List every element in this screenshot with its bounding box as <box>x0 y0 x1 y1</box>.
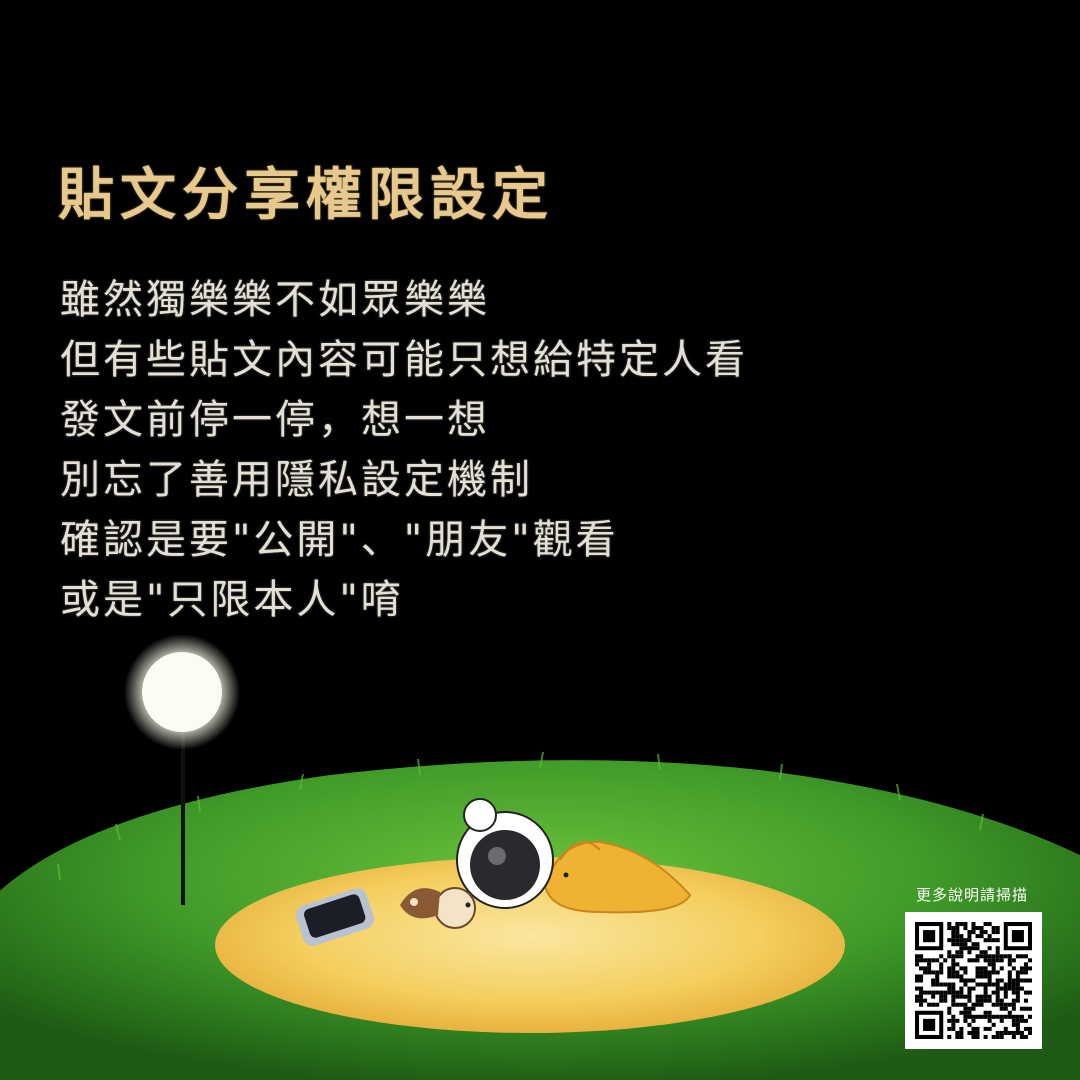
body-text: 雖然獨樂樂不如眾樂樂 但有些貼文內容可能只想給特定人看 發文前停一停，想一想 別… <box>60 270 748 630</box>
qr-code-card[interactable] <box>905 912 1042 1049</box>
body-line: 別忘了善用隱私設定機制 <box>60 457 533 503</box>
body-line: 發文前停一停，想一想 <box>60 397 490 443</box>
sand-patch <box>215 857 845 1033</box>
page-title: 貼文分享權限設定 <box>58 163 554 228</box>
qr-caption: 更多說明請掃描 <box>915 886 1028 904</box>
phone-icon <box>295 888 375 946</box>
body-line: 但有些貼文內容可能只想給特定人看 <box>60 337 748 383</box>
street-lamp-icon <box>124 634 240 905</box>
qr-code-icon[interactable] <box>915 922 1032 1039</box>
sleeping-character-icon <box>400 798 692 929</box>
body-line: 或是"只限本人"唷 <box>60 577 404 623</box>
body-line: 雖然獨樂樂不如眾樂樂 <box>60 277 490 323</box>
body-line: 確認是要"公開"、"朋友"觀看 <box>60 517 619 563</box>
